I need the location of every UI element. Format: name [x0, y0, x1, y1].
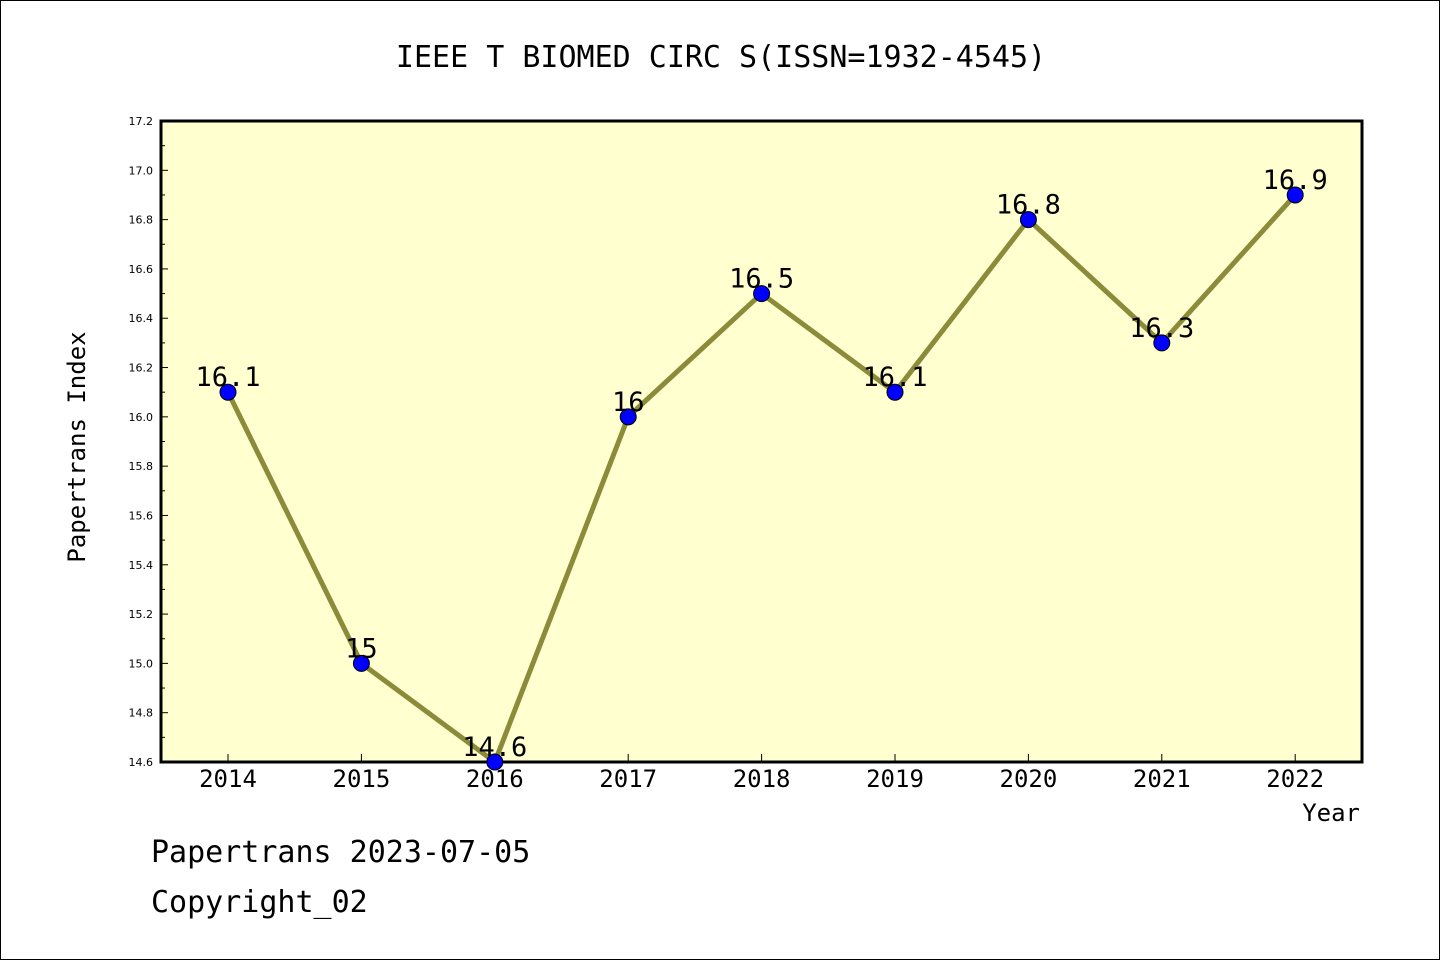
data-label: 16.8 — [996, 190, 1061, 221]
data-label: 16 — [612, 387, 645, 418]
y-tick-label: 14.8 — [129, 707, 154, 720]
x-tick-label: 2020 — [1000, 765, 1058, 793]
data-point-marker — [619, 408, 637, 426]
data-point-marker — [753, 285, 771, 303]
y-tick-label: 16.4 — [129, 312, 154, 325]
y-tick-label: 15.8 — [129, 460, 154, 473]
x-axis: 2014 2015 2016 2017 2018 2019 2020 2021 2022 — [199, 754, 1324, 793]
data-label: 16.3 — [1129, 313, 1194, 344]
data-point-marker — [886, 383, 904, 401]
data-label: 15 — [345, 633, 378, 664]
data-label: 16.5 — [729, 264, 794, 295]
x-axis-title: Year — [1302, 799, 1360, 827]
y-tick-label: 15.0 — [129, 657, 154, 670]
data-label: 16.1 — [195, 362, 260, 393]
x-tick-label: 2019 — [866, 765, 924, 793]
chart-title: IEEE T BIOMED CIRC S(ISSN=1932-4545) — [396, 40, 1046, 75]
y-tick-label: 15.2 — [129, 608, 154, 621]
footer-date-text: Papertrans 2023-07-05 — [151, 835, 531, 870]
data-label: 16.9 — [1263, 165, 1328, 196]
footer-copyright-text: Copyright_02 — [151, 885, 368, 920]
x-tick-label: 2021 — [1133, 765, 1191, 793]
y-tick-label: 16.2 — [129, 362, 154, 375]
data-point-marker — [1286, 186, 1304, 204]
x-tick-label: 2017 — [599, 765, 657, 793]
data-label: 14.6 — [462, 732, 527, 763]
y-tick-label: 14.6 — [129, 756, 154, 769]
data-label: 16.1 — [862, 362, 927, 393]
x-tick-label: 2015 — [333, 765, 391, 793]
plot-area — [159, 119, 1364, 764]
y-tick-label: 16.6 — [129, 263, 154, 276]
data-point-marker — [219, 383, 237, 401]
y-tick-label: 15.6 — [129, 509, 154, 522]
y-tick-label: 16.0 — [129, 411, 154, 424]
y-axis-title: Papertrans Index — [63, 331, 91, 562]
y-axis: 14.6 14.8 15.0 15.2 15.4 15.6 15.8 16.0 16.2 16.4… — [129, 115, 168, 769]
x-tick-label: 2018 — [733, 765, 791, 793]
y-tick-label: 17.2 — [129, 115, 154, 128]
series-layer: 16.1 15 14.6 16 16.5 16.1 16.8 16.3 16.9 — [195, 165, 1328, 771]
data-point-marker — [1153, 334, 1171, 352]
data-point-marker — [486, 753, 504, 771]
y-tick-label: 17.0 — [129, 164, 154, 177]
data-point-marker — [352, 654, 370, 672]
y-tick-label: 15.4 — [129, 559, 154, 572]
y-tick-label: 16.8 — [129, 214, 154, 227]
x-tick-label: 2022 — [1266, 765, 1324, 793]
x-tick-label: 2014 — [199, 765, 257, 793]
data-point-marker — [1019, 211, 1037, 229]
